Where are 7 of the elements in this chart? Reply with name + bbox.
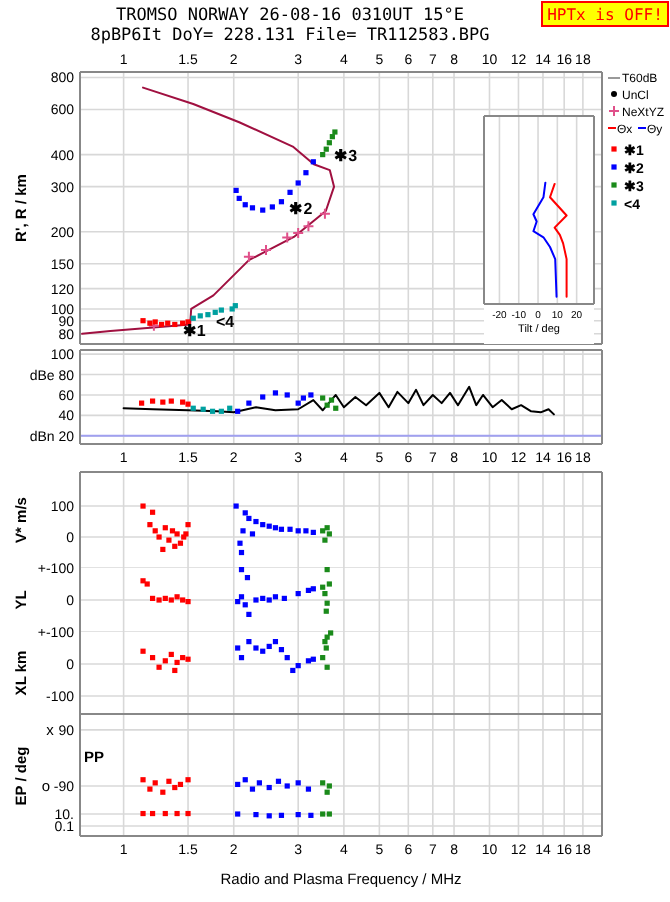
chart-title: TROMSO NORWAY 26-08-16 0310UT 15°E (116, 6, 464, 26)
annotation: ✱3 (334, 147, 359, 166)
annotation: ✱1 (182, 322, 207, 341)
chart-subtitle: 8pBP6It DoY= 228.131 File= TR112583.BPG (90, 26, 490, 46)
annotation: <4 (215, 312, 236, 331)
text: HPTx is OFF! (547, 6, 663, 24)
annotation: ✱2 (289, 199, 314, 218)
